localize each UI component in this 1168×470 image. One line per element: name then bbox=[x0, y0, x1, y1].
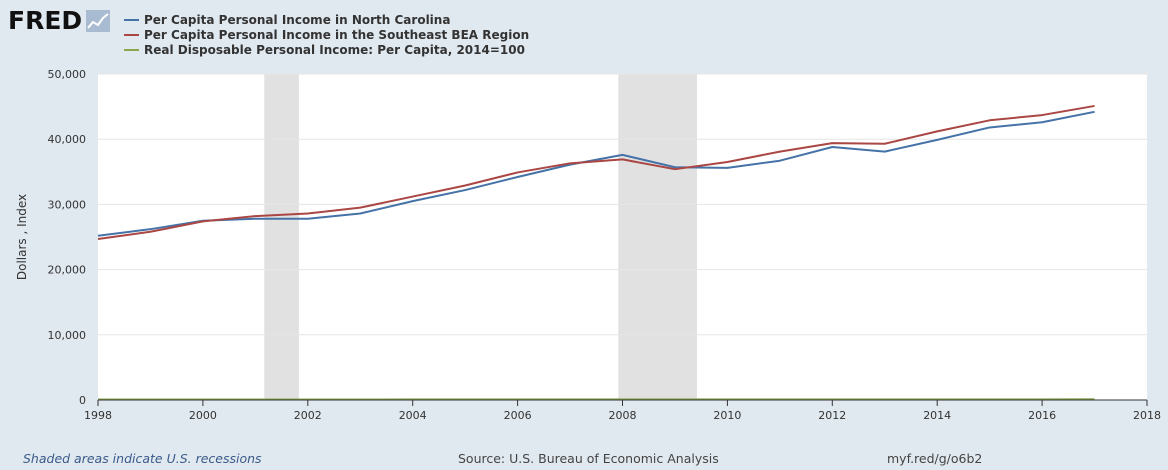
chart-legend: Per Capita Personal Income in North Caro… bbox=[124, 12, 529, 57]
source-note: Source: U.S. Bureau of Economic Analysis bbox=[458, 451, 719, 466]
recession-band bbox=[618, 74, 697, 400]
recession-bands bbox=[264, 74, 697, 400]
x-tick-label: 1998 bbox=[84, 409, 112, 422]
legend-swatch bbox=[124, 18, 139, 21]
legend-swatch bbox=[124, 33, 139, 36]
series-lines bbox=[97, 104, 1095, 401]
legend-swatch bbox=[124, 48, 139, 51]
legend-item-nc[interactable]: Per Capita Personal Income in North Caro… bbox=[124, 12, 529, 27]
y-axis: 0 10,000 20,000 30,000 40,000 50,000 bbox=[48, 68, 87, 407]
y-tick-label: 10,000 bbox=[48, 329, 87, 342]
legend-label: Real Disposable Personal Income: Per Cap… bbox=[144, 42, 525, 57]
series-line-0[interactable] bbox=[97, 110, 1095, 237]
fred-logo-text: FRED bbox=[8, 6, 83, 35]
x-tick-label: 2014 bbox=[923, 409, 951, 422]
x-tick-label: 2012 bbox=[818, 409, 846, 422]
y-tick-label: 50,000 bbox=[48, 68, 87, 81]
legend-item-real-disposable[interactable]: Real Disposable Personal Income: Per Cap… bbox=[124, 42, 529, 57]
x-tick-label: 2008 bbox=[609, 409, 637, 422]
fred-chart-icon bbox=[86, 9, 111, 32]
short-url[interactable]: myf.red/g/o6b2 bbox=[887, 451, 983, 466]
fred-logo[interactable]: FRED bbox=[8, 6, 111, 35]
x-axis: 1998 2000 2002 2004 2006 2008 2010 2012 2014 2016… bbox=[84, 399, 1161, 422]
recession-band bbox=[264, 74, 299, 400]
legend-label: Per Capita Personal Income in the Southe… bbox=[144, 27, 530, 42]
x-tick-label: 2006 bbox=[504, 409, 532, 422]
gridlines bbox=[98, 73, 1147, 336]
x-tick-label: 2018 bbox=[1133, 409, 1161, 422]
x-tick-label: 2000 bbox=[189, 409, 217, 422]
y-tick-label: 40,000 bbox=[48, 133, 87, 146]
x-tick-label: 2016 bbox=[1028, 409, 1056, 422]
y-axis-label: Dollars , Index bbox=[15, 194, 29, 280]
y-tick-label: 0 bbox=[79, 394, 86, 407]
line-chart: 1998 2000 2002 2004 2006 2008 2010 2012 2014 2016… bbox=[15, 68, 1161, 422]
y-tick-label: 20,000 bbox=[48, 264, 87, 277]
x-tick-label: 2002 bbox=[294, 409, 322, 422]
series-line-1[interactable] bbox=[97, 104, 1095, 240]
y-tick-label: 30,000 bbox=[48, 198, 87, 211]
x-tick-label: 2010 bbox=[713, 409, 741, 422]
recessions-note[interactable]: Shaded areas indicate U.S. recessions bbox=[23, 451, 262, 466]
legend-label: Per Capita Personal Income in North Caro… bbox=[144, 12, 451, 27]
x-tick-label: 2004 bbox=[399, 409, 427, 422]
legend-item-southeast[interactable]: Per Capita Personal Income in the Southe… bbox=[124, 27, 529, 42]
